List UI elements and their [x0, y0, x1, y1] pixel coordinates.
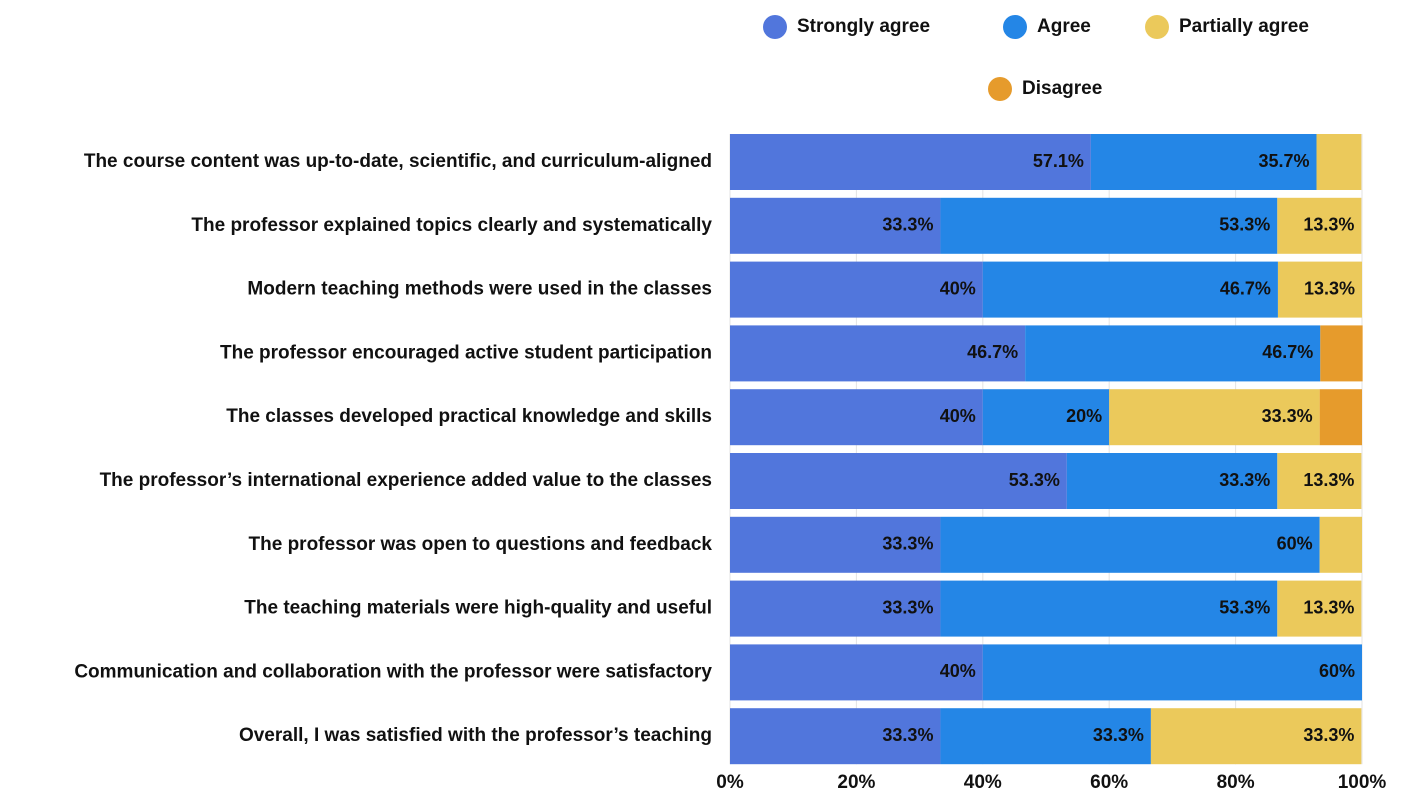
value-label: 60% — [1277, 534, 1313, 554]
value-label: 53.3% — [1219, 215, 1270, 235]
bar-segment — [1277, 580, 1362, 637]
bar-segment — [1066, 453, 1278, 509]
bar-segment — [982, 389, 1110, 446]
bar-segment — [730, 197, 941, 254]
value-label: 13.3% — [1303, 470, 1354, 490]
category-label: Modern teaching methods were used in the… — [247, 279, 712, 300]
bar-segment — [1150, 708, 1362, 765]
value-label: 35.7% — [1258, 151, 1309, 171]
bar-segment — [730, 134, 1091, 190]
bar-segment — [730, 644, 983, 701]
category-label: Overall, I was satisfied with the profes… — [239, 725, 712, 746]
bar-segment — [982, 261, 1278, 318]
bar-segment — [1319, 516, 1362, 573]
legend-label: Disagree — [1022, 78, 1102, 99]
category-label: The teaching materials were high-quality… — [244, 598, 712, 619]
value-label: 60% — [1319, 661, 1355, 681]
bar-segment — [1090, 134, 1317, 190]
legend-label: Partially agree — [1179, 16, 1309, 37]
value-label: 13.3% — [1304, 278, 1355, 298]
value-label: 40% — [940, 278, 976, 298]
legend-marker — [1145, 15, 1169, 39]
value-label: 46.7% — [1262, 342, 1313, 362]
x-tick-label: 40% — [964, 772, 1002, 793]
value-label: 13.3% — [1303, 597, 1354, 617]
bar-segment — [940, 516, 1320, 573]
bar-segment — [982, 644, 1362, 701]
value-label: 46.7% — [967, 342, 1018, 362]
bar-segment — [730, 389, 983, 446]
x-tick-label: 0% — [716, 772, 744, 793]
bar-segment — [730, 516, 941, 573]
value-label: 33.3% — [882, 215, 933, 235]
value-label: 33.3% — [1303, 725, 1354, 745]
legend-marker — [988, 77, 1012, 101]
value-label: 20% — [1066, 406, 1102, 426]
x-tick-label: 60% — [1090, 772, 1128, 793]
bar-segment — [940, 580, 1278, 637]
bar-segment — [1025, 325, 1321, 382]
x-tick-label: 80% — [1217, 772, 1255, 793]
bar-segment — [1109, 389, 1320, 446]
value-label: 13.3% — [1303, 215, 1354, 235]
x-tick-label: 100% — [1338, 772, 1387, 793]
bar-segment — [730, 261, 983, 318]
legend-marker — [763, 15, 787, 39]
bar-segment — [1277, 197, 1362, 254]
bar-segment — [1319, 389, 1362, 446]
bar-segment — [730, 325, 1026, 382]
bar-segment — [730, 708, 941, 765]
value-label: 53.3% — [1009, 470, 1060, 490]
bar-segment — [1320, 325, 1363, 382]
legend-marker — [1003, 15, 1027, 39]
bar-segment — [1277, 453, 1362, 509]
x-tick-label: 20% — [837, 772, 875, 793]
bar-segment — [730, 580, 941, 637]
value-label: 46.7% — [1220, 278, 1271, 298]
value-label: 33.3% — [882, 725, 933, 745]
legend-label: Agree — [1037, 16, 1091, 37]
category-label: The professor encouraged active student … — [220, 342, 712, 363]
category-label: The professor was open to questions and … — [249, 534, 713, 555]
bar-segment — [1316, 134, 1362, 190]
bar-segment — [940, 708, 1151, 765]
value-label: 33.3% — [882, 534, 933, 554]
value-label: 53.3% — [1219, 597, 1270, 617]
category-label: The classes developed practical knowledg… — [226, 406, 712, 427]
value-label: 40% — [940, 406, 976, 426]
value-label: 33.3% — [1219, 470, 1270, 490]
category-label: Communication and collaboration with the… — [74, 661, 712, 682]
category-label: The professor’s international experience… — [100, 470, 712, 491]
bar-segment — [1277, 261, 1362, 318]
value-label: 57.1% — [1033, 151, 1084, 171]
bar-segment — [730, 453, 1067, 509]
value-label: 33.3% — [882, 597, 933, 617]
value-label: 33.3% — [1093, 725, 1144, 745]
value-label: 33.3% — [1262, 406, 1313, 426]
bar-segment — [940, 197, 1278, 254]
legend-label: Strongly agree — [797, 16, 930, 37]
category-label: The course content was up-to-date, scien… — [84, 151, 712, 172]
category-label: The professor explained topics clearly a… — [191, 215, 712, 236]
value-label: 40% — [940, 661, 976, 681]
